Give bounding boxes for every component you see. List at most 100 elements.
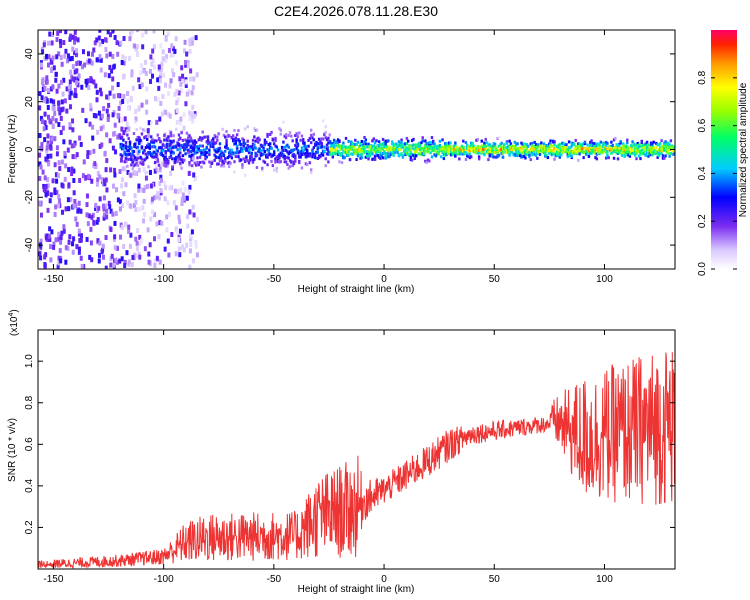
heatmap-cell	[217, 132, 219, 135]
heatmap-cell	[465, 141, 467, 144]
heatmap-cell	[231, 156, 233, 159]
heatmap-cell	[280, 129, 282, 132]
heatmap-cell	[140, 238, 143, 243]
heatmap-cell	[98, 54, 101, 59]
heatmap-cell	[125, 144, 127, 147]
heatmap-cell	[122, 139, 124, 142]
heatmap-cell	[582, 156, 584, 159]
heatmap-cell	[48, 226, 51, 231]
heatmap-cell	[141, 146, 143, 149]
heatmap-cell	[102, 204, 105, 209]
heatmap-cell	[149, 143, 151, 146]
heatmap-cell	[43, 137, 46, 142]
heatmap-cell	[61, 210, 64, 215]
heatmap-cell	[76, 152, 79, 157]
colorbar-label: Normalized spectral amplitude	[738, 82, 749, 217]
heatmap-cell	[256, 154, 258, 157]
heatmap-cell	[51, 116, 54, 121]
heatmap-cell	[664, 140, 666, 143]
heatmap-cell	[309, 161, 311, 164]
heatmap-cell	[52, 124, 55, 129]
heatmap-cell	[98, 36, 101, 41]
heatmap-cell	[206, 155, 208, 158]
heatmap-cell	[349, 158, 351, 161]
heatmap-cell	[147, 133, 150, 138]
heatmap-cell	[44, 112, 47, 117]
heatmap-cell	[170, 131, 172, 134]
heatmap-cell	[185, 52, 188, 57]
heatmap-cell	[38, 153, 41, 158]
heatmap-cell	[86, 193, 89, 198]
heatmap-cell	[216, 139, 218, 142]
heatmap-cell	[98, 111, 101, 116]
heatmap-cell	[170, 232, 173, 237]
heatmap-cell	[169, 84, 172, 89]
heatmap-cell	[68, 95, 71, 100]
colorbar-tick-label: 0.6	[697, 118, 708, 132]
heatmap-cell	[202, 131, 204, 134]
heatmap-cell	[91, 136, 94, 141]
heatmap-cell	[412, 138, 414, 141]
heatmap-cell	[112, 184, 115, 189]
heatmap-cell	[639, 153, 641, 156]
heatmap-cell	[407, 140, 409, 143]
heatmap-cell	[553, 158, 555, 161]
heatmap-cell	[70, 167, 73, 172]
heatmap-cell	[43, 42, 46, 47]
heatmap-cell	[72, 154, 75, 159]
heatmap-cell	[108, 73, 111, 78]
heatmap-cell	[432, 140, 434, 143]
heatmap-cell	[61, 62, 64, 67]
heatmap-cell	[61, 159, 64, 164]
heatmap-cell	[107, 103, 110, 108]
heatmap-cell	[191, 105, 194, 110]
heatmap-cell	[44, 175, 47, 180]
heatmap-cell	[440, 155, 442, 158]
heatmap-cell	[178, 144, 180, 147]
heatmap-cell	[126, 99, 129, 104]
heatmap-cell	[74, 88, 77, 93]
heatmap-cell	[56, 37, 59, 42]
heatmap-cell	[252, 139, 254, 142]
heatmap-cell	[38, 251, 41, 256]
heatmap-cell	[325, 131, 327, 134]
heatmap-cell	[208, 149, 210, 152]
heatmap-cell	[101, 114, 104, 119]
heatmap-cell	[646, 146, 648, 149]
heatmap-cell	[188, 209, 191, 214]
heatmap-cell	[429, 141, 431, 144]
heatmap-cell	[647, 155, 649, 158]
heatmap-cell	[53, 111, 56, 116]
heatmap-cell	[408, 144, 410, 147]
heatmap-cell	[67, 148, 70, 153]
heatmap-cell	[186, 92, 189, 97]
heatmap-cell	[42, 77, 45, 82]
heatmap-cell	[195, 164, 197, 167]
heatmap-cell	[338, 160, 340, 163]
heatmap-cell	[539, 153, 541, 156]
heatmap-cell	[165, 37, 168, 42]
heatmap-cell	[116, 52, 119, 57]
heatmap-cell	[171, 166, 173, 169]
heatmap-cell	[122, 191, 125, 196]
heatmap-cell	[365, 142, 367, 145]
heatmap-cell	[211, 162, 213, 165]
heatmap-cell	[176, 230, 179, 235]
heatmap-cell	[498, 154, 500, 157]
heatmap-cell	[167, 135, 169, 138]
heatmap-cell	[291, 139, 293, 142]
heatmap-cell	[132, 86, 135, 91]
heatmap-cell	[289, 165, 291, 168]
heatmap-cell	[184, 147, 186, 150]
heatmap-cell	[462, 140, 464, 143]
heatmap-cell	[159, 78, 162, 83]
heatmap-cell	[62, 224, 65, 229]
heatmap-cell	[112, 132, 115, 137]
heatmap-cell	[165, 165, 167, 168]
heatmap-cell	[49, 244, 52, 249]
heatmap-cell	[175, 251, 178, 256]
heatmap-cell	[451, 153, 453, 156]
heatmap-cell	[173, 49, 176, 54]
heatmap-cell	[454, 141, 456, 144]
heatmap-cell	[134, 109, 137, 114]
